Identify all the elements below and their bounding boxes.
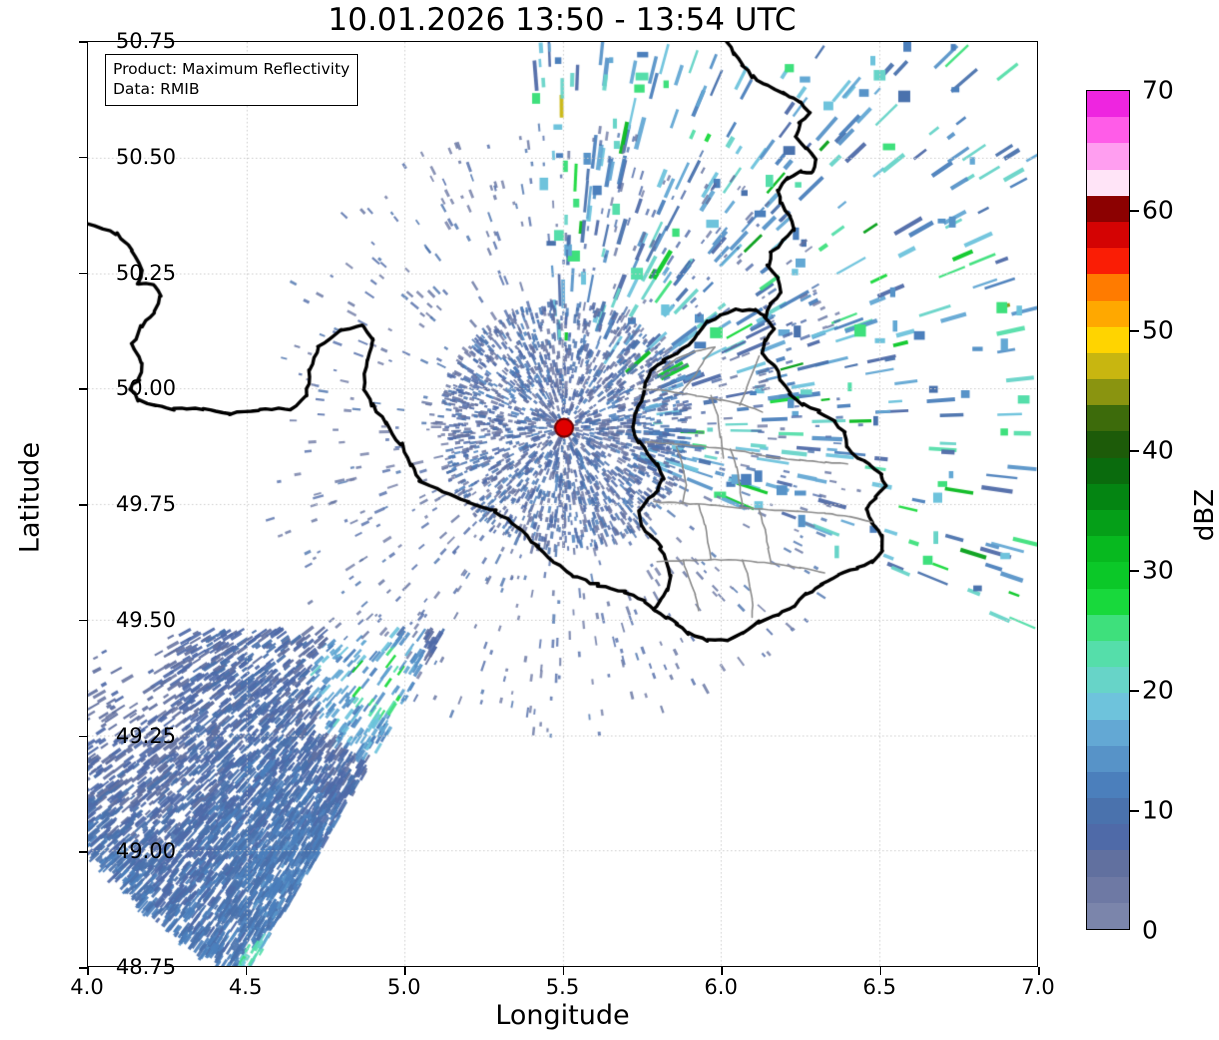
longitude-tickmark-1: [245, 967, 248, 975]
colorbar-band-28: [1087, 169, 1129, 196]
colorbar-band-25: [1087, 248, 1129, 275]
colorbar-tick-3: 30: [1142, 555, 1174, 585]
colorbar-band-5: [1087, 771, 1129, 799]
latitude-tick-6: 50.25: [115, 260, 176, 285]
colorbar-tick-1: 10: [1142, 795, 1174, 825]
colorbar-band-8: [1087, 693, 1129, 720]
longitude-tickmark-0: [87, 967, 89, 975]
colorbar-title: dBZ: [1190, 488, 1219, 542]
latitude-tickmark-4: [79, 504, 87, 506]
x-axis-title: Longitude: [495, 1000, 630, 1031]
colorbar-band-6: [1087, 745, 1129, 772]
latitude-tickmark-8: [79, 41, 87, 43]
longitude-tick-6: 7.0: [1021, 975, 1055, 999]
colorbar-tickmark-3: [1130, 570, 1139, 572]
page-title: 10.01.2026 13:50 - 13:54 UTC: [327, 2, 797, 38]
latitude-tick-1: 49.00: [115, 839, 176, 864]
latitude-tickmark-1: [79, 851, 87, 853]
colorbar-band-10: [1087, 640, 1129, 668]
longitude-tick-1: 4.5: [228, 975, 263, 999]
longitude-tickmark-3: [562, 967, 565, 975]
colorbar-band-14: [1087, 536, 1129, 563]
colorbar-band-1: [1087, 876, 1129, 903]
colorbar-tick-5: 50: [1142, 315, 1174, 345]
colorbar-band-20: [1087, 379, 1129, 406]
colorbar-band-13: [1087, 562, 1129, 589]
colorbar-band-29: [1087, 143, 1129, 170]
colorbar-band-24: [1087, 274, 1129, 301]
colorbar-band-12: [1087, 588, 1129, 615]
longitude-tick-4: 6.0: [704, 975, 738, 999]
latitude-tick-0: 48.75: [115, 955, 176, 979]
latitude-tick-2: 49.25: [115, 723, 176, 748]
latitude-tick-5: 50.00: [115, 376, 176, 401]
colorbar-tick-6: 60: [1142, 195, 1174, 225]
colorbar-band-3: [1087, 824, 1129, 851]
info-product-line: Product: Maximum Reflectivity: [113, 60, 350, 78]
colorbar-band-15: [1087, 510, 1129, 537]
latitude-tick-7: 50.50: [115, 144, 176, 169]
colorbar-tick-4: 40: [1142, 435, 1174, 465]
longitude-tickmark-6: [1038, 967, 1040, 975]
product-info-box: Product: Maximum Reflectivity Data: RMIB: [105, 54, 358, 106]
colorbar-tickmark-6: [1130, 210, 1139, 212]
colorbar-band-9: [1087, 667, 1129, 694]
latitude-tickmark-3: [79, 619, 87, 622]
map-plot-area[interactable]: Product: Maximum Reflectivity Data: RMIB: [87, 41, 1038, 967]
colorbar-band-30: [1087, 117, 1129, 144]
latitude-tick-8: 50.75: [115, 29, 176, 53]
longitude-tickmark-5: [879, 967, 882, 975]
map-borders-layer: [88, 42, 1037, 966]
latitude-tickmark-6: [79, 272, 87, 275]
longitude-tick-2: 5.0: [387, 975, 421, 999]
colorbar-band-16: [1087, 483, 1129, 510]
latitude-tickmark-5: [79, 388, 87, 390]
latitude-tickmark-0: [79, 967, 87, 969]
colorbar-band-17: [1087, 457, 1129, 484]
colorbar-band-7: [1087, 719, 1129, 746]
longitude-tick-5: 6.5: [862, 975, 897, 999]
colorbar-band-27: [1087, 195, 1129, 222]
latitude-tick-4: 49.75: [115, 492, 176, 516]
colorbar-tickmark-1: [1130, 810, 1139, 812]
colorbar-band-4: [1087, 798, 1129, 825]
longitude-tick-3: 5.5: [545, 975, 580, 999]
colorbar-band-18: [1087, 431, 1129, 458]
colorbar-tickmark-5: [1130, 330, 1139, 332]
longitude-tickmark-2: [404, 967, 406, 975]
colorbar-tick-2: 20: [1142, 675, 1174, 705]
longitude-tickmark-4: [721, 967, 723, 975]
y-axis-title: Latitude: [14, 441, 46, 554]
colorbar-tick-7: 70: [1142, 75, 1174, 105]
colorbar-band-26: [1087, 221, 1129, 249]
colorbar-band-2: [1087, 850, 1129, 877]
colorbar-tickmark-4: [1130, 450, 1139, 452]
longitude-tick-0: 4.0: [70, 975, 104, 999]
colorbar-band-31: [1087, 91, 1129, 118]
latitude-tickmark-2: [79, 735, 87, 738]
info-data-line: Data: RMIB: [113, 80, 200, 99]
dbz-colorbar[interactable]: [1086, 90, 1130, 930]
colorbar-band-0: [1087, 902, 1129, 929]
colorbar-tick-0: 0: [1142, 915, 1158, 945]
colorbar-band-19: [1087, 405, 1129, 432]
latitude-tick-3: 49.50: [115, 607, 176, 632]
colorbar-tickmark-2: [1130, 690, 1139, 692]
colorbar-band-21: [1087, 352, 1129, 380]
colorbar-band-23: [1087, 300, 1129, 327]
colorbar-band-22: [1087, 326, 1129, 353]
colorbar-band-11: [1087, 614, 1129, 641]
latitude-tickmark-7: [79, 156, 87, 159]
